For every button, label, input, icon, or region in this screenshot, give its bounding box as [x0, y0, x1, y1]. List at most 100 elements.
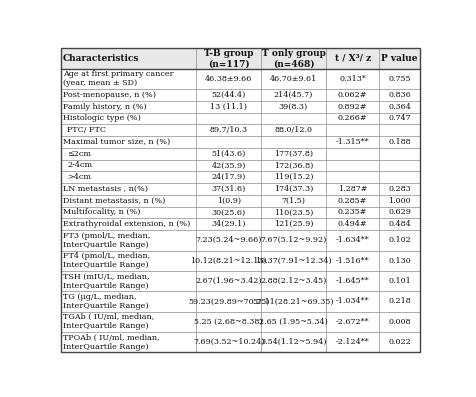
Text: 0.283: 0.283 [387, 185, 410, 193]
Text: 51(43.6): 51(43.6) [211, 150, 246, 158]
Text: 7(1.5): 7(1.5) [281, 197, 305, 205]
Text: 30(25.6): 30(25.6) [211, 208, 245, 216]
Bar [61, 206, 196, 218]
Bar [325, 183, 378, 195]
Text: 10.12(8.21~12.13): 10.12(8.21~12.13) [190, 257, 267, 265]
Bar [325, 172, 378, 183]
Text: FT4 (pmol/L, median,
InterQuartile Range): FT4 (pmol/L, median, InterQuartile Range… [63, 252, 150, 269]
Text: TG (μg/L, median,
InterQuartile Range): TG (μg/L, median, InterQuartile Range) [63, 293, 148, 310]
Bar [61, 160, 196, 172]
Bar [61, 291, 196, 312]
Bar [260, 251, 325, 271]
Text: >4cm: >4cm [67, 173, 91, 181]
Bar [378, 101, 419, 112]
Bar [61, 218, 196, 230]
Text: 0.747: 0.747 [387, 114, 410, 122]
Bar [61, 112, 196, 124]
Bar [325, 112, 378, 124]
Bar [260, 124, 325, 136]
Bar [378, 183, 419, 195]
Bar [61, 89, 196, 101]
Text: 37(31.6): 37(31.6) [211, 185, 246, 193]
Text: 2.67(1.96~3.42): 2.67(1.96~3.42) [195, 277, 261, 285]
Text: 57.11(28.21~69.35): 57.11(28.21~69.35) [252, 297, 334, 305]
Bar [260, 291, 325, 312]
Text: 119(15.2): 119(15.2) [273, 173, 313, 181]
Bar [260, 206, 325, 218]
Text: 1.000: 1.000 [387, 197, 410, 205]
Text: 46.70±9.61: 46.70±9.61 [269, 75, 317, 83]
Bar [325, 101, 378, 112]
Text: -2.124**: -2.124** [335, 338, 369, 346]
Text: 1.287#: 1.287# [337, 185, 367, 193]
Text: 0.062#: 0.062# [337, 91, 367, 99]
Bar [196, 160, 260, 172]
Text: Characteristics: Characteristics [63, 54, 139, 63]
Text: 0.101: 0.101 [387, 277, 410, 285]
Text: -1.634**: -1.634** [335, 236, 369, 244]
Text: 0.892#: 0.892# [337, 103, 367, 111]
Text: 110(23.5): 110(23.5) [273, 208, 312, 216]
Bar [325, 230, 378, 251]
Text: 39(8.3): 39(8.3) [278, 103, 307, 111]
Bar [325, 195, 378, 206]
Text: 46.38±9.66: 46.38±9.66 [205, 75, 252, 83]
Bar [196, 172, 260, 183]
Bar [260, 172, 325, 183]
Bar [260, 183, 325, 195]
Bar [378, 291, 419, 312]
Text: 0.494#: 0.494# [337, 220, 367, 228]
Text: 2.88(2.12~3.45): 2.88(2.12~3.45) [260, 277, 326, 285]
Text: 34(29.1): 34(29.1) [211, 220, 246, 228]
Text: ≤2cm: ≤2cm [67, 150, 91, 158]
Text: 174(37.3): 174(37.3) [273, 185, 312, 193]
Bar [260, 271, 325, 291]
Bar [61, 136, 196, 148]
Bar [378, 312, 419, 332]
Text: 172(36.8): 172(36.8) [273, 162, 312, 170]
Text: -1.315**: -1.315** [335, 138, 368, 146]
Bar [196, 332, 260, 353]
Bar [61, 148, 196, 160]
Bar [378, 136, 419, 148]
Bar [325, 89, 378, 101]
Bar [325, 206, 378, 218]
Bar [325, 218, 378, 230]
Text: 0.266#: 0.266# [337, 114, 367, 122]
Bar [325, 148, 378, 160]
Bar [378, 251, 419, 271]
Text: 24(17.9): 24(17.9) [211, 173, 246, 181]
Text: -1.034**: -1.034** [335, 297, 368, 305]
Bar [325, 160, 378, 172]
Bar [196, 312, 260, 332]
Text: 0.313*: 0.313* [338, 75, 365, 83]
Text: 7.67(5.12~9.92): 7.67(5.12~9.92) [260, 236, 326, 244]
Text: FT3 (pmol/L, median,
InterQuartile Range): FT3 (pmol/L, median, InterQuartile Range… [63, 232, 150, 249]
Bar [61, 271, 196, 291]
Bar [61, 251, 196, 271]
Bar [196, 48, 260, 69]
Text: 0.188: 0.188 [387, 138, 410, 146]
Bar [196, 195, 260, 206]
Bar [378, 230, 419, 251]
Bar [325, 136, 378, 148]
Bar [196, 69, 260, 89]
Bar [196, 183, 260, 195]
Bar [260, 69, 325, 89]
Bar [325, 48, 378, 69]
Bar [325, 251, 378, 271]
Bar [378, 69, 419, 89]
Text: -1.516**: -1.516** [335, 257, 368, 265]
Bar [378, 271, 419, 291]
Text: LN metastasis , n(%): LN metastasis , n(%) [63, 185, 148, 193]
Text: Family history, n (%): Family history, n (%) [63, 103, 147, 111]
Bar [61, 124, 196, 136]
Text: 177(37.8): 177(37.8) [273, 150, 312, 158]
Text: T-B group
(n=117): T-B group (n=117) [204, 49, 253, 68]
Bar [378, 160, 419, 172]
Bar [378, 89, 419, 101]
Text: 0.235#: 0.235# [337, 208, 367, 216]
Bar [378, 124, 419, 136]
Text: P value: P value [381, 54, 417, 63]
Text: T only group
(n=468): T only group (n=468) [261, 49, 325, 68]
